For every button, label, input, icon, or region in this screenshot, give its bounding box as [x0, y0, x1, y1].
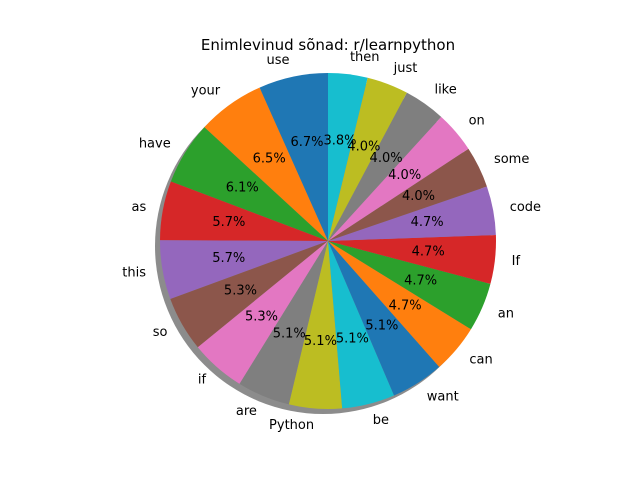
- pie-slice-an: [328, 241, 491, 330]
- slice-label: use: [266, 53, 289, 68]
- pie-slice-this: [160, 240, 328, 299]
- slice-percent-label: 4.0%: [347, 139, 380, 154]
- pie-slice-have: [170, 127, 328, 241]
- slice-percent-label: 4.0%: [388, 168, 421, 183]
- slice-percent-label: 4.7%: [389, 298, 422, 313]
- slice-label: if: [198, 372, 207, 387]
- slice-label: an: [498, 306, 514, 321]
- slice-label: If: [512, 254, 521, 269]
- slice-label: this: [122, 265, 146, 280]
- slice-label: can: [469, 353, 492, 368]
- slice-label: some: [494, 152, 529, 167]
- slice-percent-label: 5.1%: [336, 331, 369, 346]
- slice-percent-label: 5.3%: [245, 309, 278, 324]
- pie-slice-want: [328, 241, 440, 396]
- slice-percent-label: 5.7%: [212, 251, 245, 266]
- pie-slice-code: [328, 186, 496, 241]
- slice-label: then: [350, 50, 380, 65]
- slice-percent-label: 4.0%: [402, 189, 435, 204]
- slice-percent-label: 4.7%: [404, 273, 437, 288]
- pie-slice-if: [328, 234, 496, 284]
- pie-slice-if: [197, 241, 328, 384]
- pie-slice-be: [328, 241, 395, 409]
- pie-slice-as: [160, 181, 328, 241]
- pie-slice-like: [328, 92, 442, 241]
- slice-percent-label: 5.1%: [365, 319, 398, 334]
- slice-percent-label: 5.3%: [224, 283, 257, 298]
- slice-percent-label: 4.7%: [412, 245, 445, 260]
- slice-label: so: [153, 325, 168, 340]
- slice-label: like: [434, 82, 456, 97]
- pie-slice-are: [239, 241, 328, 405]
- slice-labels: use your have as this so if are Python be want can a…: [122, 50, 541, 433]
- slice-label: as: [132, 200, 147, 215]
- pie-slice-just: [328, 77, 407, 241]
- pie-slice-so: [170, 241, 328, 348]
- slice-label: your: [191, 83, 221, 98]
- percent-labels: 6.7%6.5%6.1%5.7%5.7%5.3%5.3%5.1%5.1%5.1%…: [212, 133, 444, 349]
- slice-percent-label: 3.8%: [323, 133, 356, 148]
- slice-percent-label: 4.0%: [370, 151, 403, 166]
- slice-percent-label: 5.1%: [304, 334, 337, 349]
- slice-label: code: [510, 200, 541, 215]
- pie-slice-on: [328, 116, 469, 241]
- pie-slice-can: [328, 241, 471, 367]
- slice-label: Python: [269, 418, 314, 433]
- slice-label: are: [236, 404, 257, 419]
- chart-title: Enimlevinud sõnad: r/learnpython: [201, 36, 455, 54]
- slice-percent-label: 6.1%: [226, 181, 259, 196]
- slice-percent-label: 5.1%: [273, 327, 306, 342]
- pie-slice-use: [259, 73, 328, 241]
- pie-slice-your: [204, 87, 328, 242]
- slice-label: on: [469, 114, 485, 129]
- slice-percent-label: 6.5%: [253, 152, 286, 167]
- slice-label: just: [393, 61, 418, 76]
- pie-slice-python: [288, 241, 343, 409]
- slice-percent-label: 6.7%: [290, 135, 323, 150]
- pie-slices: [160, 73, 496, 409]
- slice-label: have: [139, 136, 171, 151]
- slice-label: want: [427, 390, 459, 405]
- slice-percent-label: 4.7%: [411, 215, 444, 230]
- pie-slice-then: [328, 73, 368, 241]
- pie-slice-some: [328, 148, 487, 241]
- slice-label: be: [373, 413, 389, 428]
- slice-percent-label: 5.7%: [212, 215, 245, 230]
